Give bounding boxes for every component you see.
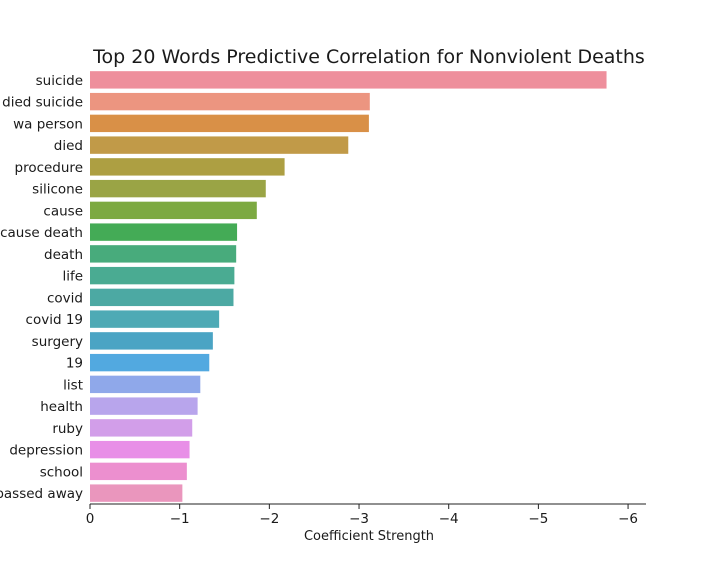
- y-tick-label: death: [44, 247, 83, 263]
- x-tick-label: −3: [349, 511, 369, 527]
- bar-surgery: [90, 332, 213, 350]
- x-tick-label: −6: [618, 511, 638, 527]
- bar-ruby: [90, 419, 193, 437]
- y-tick-label: surgery: [32, 334, 83, 350]
- bar-death: [90, 245, 237, 263]
- bar-procedure: [90, 158, 285, 176]
- x-tick-label: −1: [170, 511, 190, 527]
- x-tick-label: 0: [86, 511, 95, 527]
- bar-died-suicide: [90, 92, 370, 111]
- y-tick-label: died: [54, 138, 83, 154]
- bar-cause-death: [90, 223, 238, 241]
- x-tick-label: −2: [259, 511, 279, 527]
- bar-health: [90, 397, 198, 415]
- chart-title: Top 20 Words Predictive Correlation for …: [92, 46, 645, 68]
- bar-list: [90, 375, 201, 394]
- y-tick-label: covid: [47, 290, 83, 306]
- y-tick-label: covid 19: [26, 312, 83, 328]
- y-tick-label: school: [40, 464, 83, 480]
- bar-covid-19: [90, 310, 220, 328]
- x-tick-label: −4: [439, 511, 459, 527]
- bar-cause: [90, 201, 257, 220]
- bar-depression: [90, 440, 190, 459]
- y-tick-label: ruby: [52, 421, 83, 437]
- bar-suicide: [90, 71, 607, 89]
- bar-died: [90, 136, 349, 154]
- y-tick-label: died suicide: [2, 95, 83, 111]
- y-tick-labels: suicide died suicide wa person died procedur…: [0, 73, 83, 502]
- y-tick-label: depression: [9, 443, 83, 459]
- y-tick-label: wa person: [13, 116, 83, 132]
- y-tick-label: cause death: [0, 225, 83, 241]
- bar-life: [90, 266, 235, 285]
- bars-group: [90, 71, 607, 502]
- y-tick-label: list: [63, 377, 83, 393]
- y-tick-label: life: [62, 269, 83, 285]
- y-tick-label: procedure: [15, 160, 84, 176]
- bar-school: [90, 462, 187, 481]
- bar-covid: [90, 288, 234, 307]
- bar-passed-away: [90, 484, 183, 502]
- y-tick-label: cause: [43, 203, 83, 219]
- x-axis-label: Coefficient Strength: [304, 529, 434, 544]
- y-tick-label: suicide: [36, 73, 83, 89]
- x-tick-label: −5: [528, 511, 548, 527]
- x-ticks: 0 −1 −2 −3 −4 −5 −6: [86, 504, 638, 527]
- y-tick-label: health: [40, 399, 83, 415]
- bar-silicone: [90, 179, 266, 198]
- y-tick-label: passed away: [0, 486, 83, 502]
- bar-wa-person: [90, 114, 369, 133]
- bar-19: [90, 353, 210, 372]
- y-tick-label: silicone: [32, 182, 83, 198]
- y-tick-label: 19: [66, 356, 83, 372]
